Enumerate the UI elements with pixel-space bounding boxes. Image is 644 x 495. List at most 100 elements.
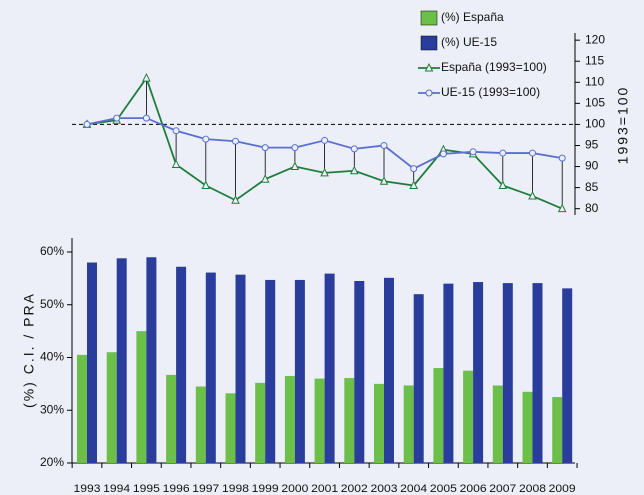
marker [83, 120, 91, 128]
bar [433, 368, 444, 463]
y2-tick-label: 110 [585, 74, 604, 88]
bar [473, 282, 484, 463]
marker [113, 114, 121, 122]
marker [528, 190, 537, 200]
marker [499, 149, 507, 157]
bar [87, 262, 97, 463]
x-tick-label: 2000 [281, 483, 308, 495]
bar [344, 378, 355, 463]
y2-tick-label: 100 [585, 117, 605, 131]
marker [231, 195, 240, 204]
marker [529, 149, 536, 157]
bar [255, 382, 266, 463]
x-tick-label: 1995 [133, 483, 160, 495]
bar [532, 283, 543, 463]
x-tick-label: 1996 [163, 483, 190, 495]
x-tick-label: 2008 [519, 483, 546, 495]
marker [439, 150, 447, 158]
bar [522, 391, 533, 463]
marker [380, 141, 388, 149]
bar [552, 397, 563, 463]
marker [557, 203, 567, 213]
marker [291, 144, 299, 152]
y-axis-label: (%) C.I. / PRA [21, 292, 37, 408]
x-tick-label: 2002 [341, 483, 368, 495]
legend-swatch [420, 10, 438, 26]
y2-axis-label: 1993=100 [615, 86, 631, 165]
marker [172, 127, 180, 135]
marker [232, 137, 239, 145]
bar [294, 279, 305, 463]
marker [320, 167, 329, 177]
marker [350, 145, 358, 153]
marker [424, 62, 434, 72]
y2-tick-label: 85 [585, 180, 599, 194]
y-tick-label: 20% [40, 455, 64, 469]
marker [349, 165, 359, 175]
bar [354, 280, 365, 463]
legend-label: España (1993=100) [441, 60, 547, 74]
marker [201, 180, 211, 190]
bar [403, 385, 414, 463]
bar [284, 375, 295, 463]
x-tick-label: 2001 [311, 483, 338, 495]
bar [443, 283, 454, 463]
marker [321, 136, 329, 144]
bar [106, 352, 117, 463]
bar [324, 273, 335, 463]
bar [235, 274, 246, 463]
x-tick-label: 1993 [74, 483, 101, 495]
x-tick-label: 2009 [549, 483, 576, 495]
bar [77, 354, 87, 463]
x-tick-label: 1998 [222, 483, 249, 495]
y2-tick-label: 105 [585, 96, 605, 110]
legend-label: UE-15 (1993=100) [441, 85, 540, 99]
legend-label: (%) UE-15 [441, 35, 497, 49]
y2-tick-label: 80 [585, 201, 599, 215]
bar [502, 283, 513, 463]
legend-swatch [420, 35, 438, 51]
x-tick-label: 2006 [460, 483, 487, 495]
bar [265, 279, 276, 463]
x-tick-label: 2005 [430, 483, 457, 495]
y-tick-label: 60% [40, 244, 64, 258]
marker [469, 148, 477, 156]
x-tick-label: 2007 [489, 483, 516, 495]
marker [142, 72, 151, 82]
bar [492, 385, 503, 463]
bar [116, 258, 127, 463]
y-tick-label: 50% [40, 297, 64, 311]
marker [410, 165, 418, 173]
bar [413, 294, 424, 463]
bar [463, 370, 474, 463]
y-tick-label: 30% [40, 402, 64, 416]
y2-tick-label: 115 [585, 53, 604, 67]
x-tick-label: 1997 [192, 483, 219, 495]
bar [374, 383, 384, 463]
marker [409, 180, 419, 190]
y-tick-label: 40% [40, 350, 64, 364]
bar [195, 386, 206, 463]
marker [261, 144, 269, 152]
x-tick-label: 1994 [103, 483, 130, 495]
marker [142, 114, 150, 122]
marker [260, 174, 270, 183]
x-tick-label: 2003 [371, 483, 398, 495]
marker [171, 159, 181, 168]
bar [146, 257, 157, 463]
x-tick-label: 1999 [252, 483, 279, 495]
bar [562, 288, 573, 463]
marker [498, 180, 508, 190]
bar [314, 378, 325, 463]
marker [202, 135, 210, 143]
marker [558, 154, 566, 162]
marker [379, 176, 389, 185]
bar [136, 331, 147, 463]
bar [225, 393, 236, 463]
y2-tick-label: 120 [585, 32, 605, 46]
marker [425, 89, 433, 97]
legend-label: (%) España [441, 10, 504, 24]
x-tick-label: 2004 [400, 483, 427, 495]
bar [384, 277, 394, 463]
